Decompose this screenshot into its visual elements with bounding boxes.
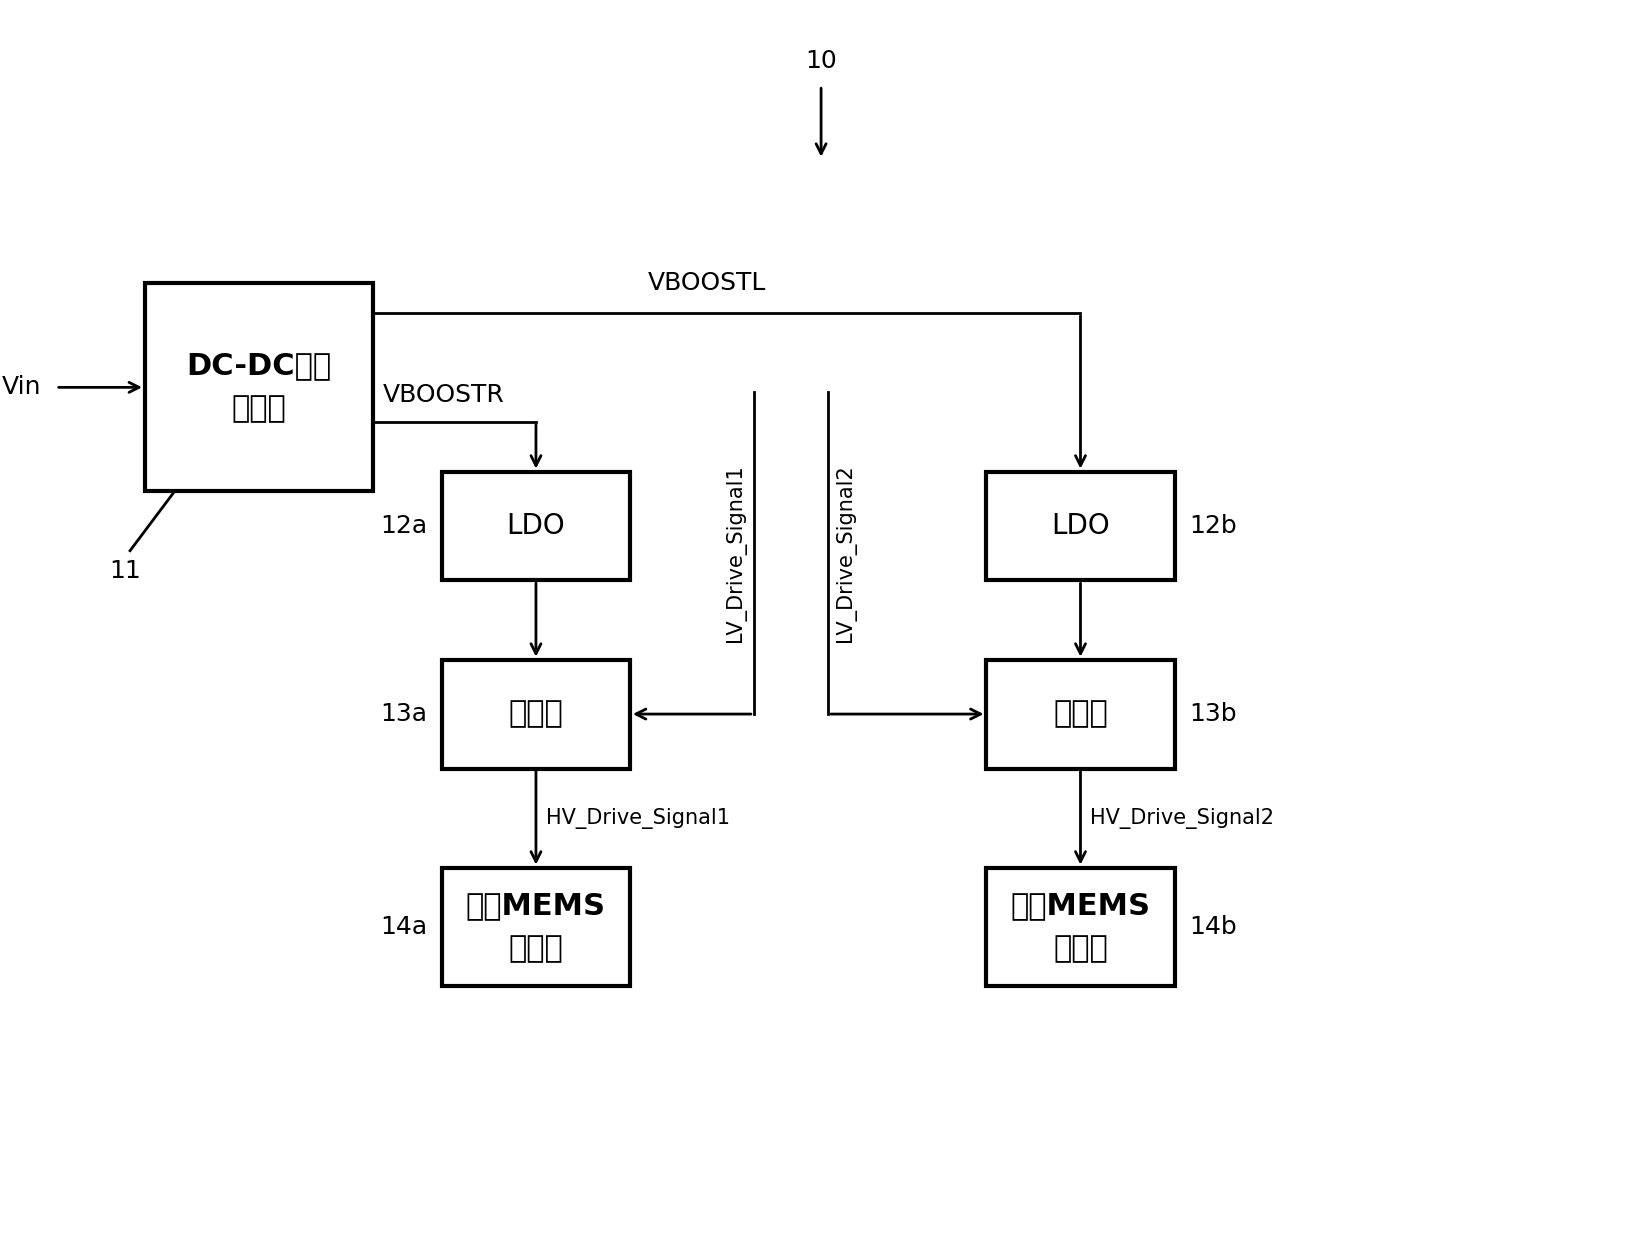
Bar: [987, 867, 1174, 986]
Text: 13a: 13a: [380, 702, 428, 727]
Text: Vin: Vin: [2, 375, 41, 400]
Text: LDO: LDO: [1050, 512, 1111, 540]
Text: DC-DC升压
转换器: DC-DC升压 转换器: [187, 351, 332, 424]
Text: HV_Drive_Signal1: HV_Drive_Signal1: [546, 807, 730, 828]
Text: VBOOSTL: VBOOSTL: [647, 271, 766, 296]
Text: 13b: 13b: [1189, 702, 1237, 727]
Text: LV_Drive_Signal2: LV_Drive_Signal2: [836, 465, 857, 642]
Text: 12b: 12b: [1189, 514, 1237, 538]
Bar: [442, 472, 629, 580]
Text: 11: 11: [109, 559, 141, 582]
Text: 10: 10: [805, 48, 837, 72]
Bar: [442, 867, 629, 986]
Text: 第一MEMS
反射镜: 第一MEMS 反射镜: [467, 891, 606, 963]
Text: VBOOSTR: VBOOSTR: [382, 383, 504, 407]
Bar: [145, 283, 372, 492]
Text: LDO: LDO: [507, 512, 566, 540]
Bar: [987, 660, 1174, 769]
Text: 第二MEMS
反射镜: 第二MEMS 反射镜: [1010, 891, 1151, 963]
Text: 14b: 14b: [1189, 915, 1237, 939]
Text: LV_Drive_Signal1: LV_Drive_Signal1: [725, 465, 746, 642]
Text: 驱动器: 驱动器: [1054, 699, 1107, 729]
Bar: [987, 472, 1174, 580]
Text: 驱动器: 驱动器: [509, 699, 563, 729]
Text: HV_Drive_Signal2: HV_Drive_Signal2: [1091, 807, 1275, 828]
Bar: [442, 660, 629, 769]
Text: 12a: 12a: [380, 514, 428, 538]
Text: 14a: 14a: [380, 915, 428, 939]
